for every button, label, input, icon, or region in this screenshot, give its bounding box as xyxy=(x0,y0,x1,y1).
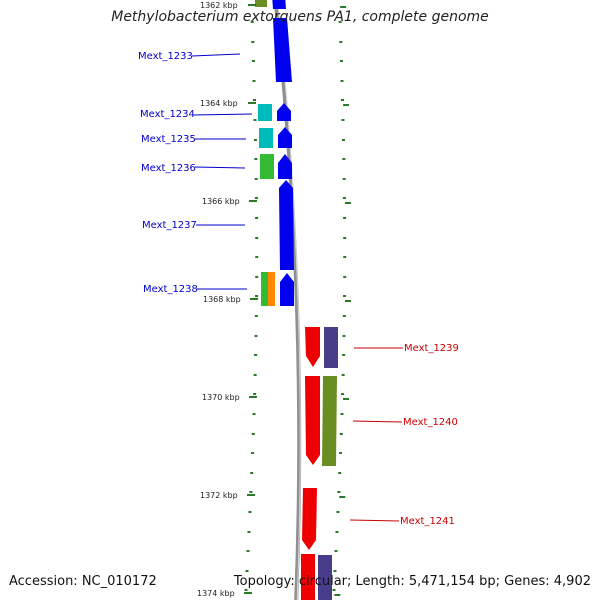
gene-label-mext-1233: Mext_1233 xyxy=(138,51,193,62)
scale-label-1374: 1374 kbp xyxy=(197,589,235,598)
scale-label-1370: 1370 kbp xyxy=(202,393,240,402)
gene-label-group-mext-1237: Mext_1237 xyxy=(142,220,245,231)
feature-partial-bottom-red xyxy=(301,554,315,600)
gene-label-mext-1237: Mext_1237 xyxy=(142,220,197,231)
gene-label-group-mext-1240: Mext_1240 xyxy=(352,417,458,428)
scale-marker-1366: 1366 kbp xyxy=(202,197,257,206)
scale-marker-1368: 1368 kbp xyxy=(203,295,258,304)
scale-label-1372: 1372 kbp xyxy=(200,491,238,500)
gene-mext-1236-feature xyxy=(260,154,274,179)
scale-marker-1362: 1362 kbp xyxy=(200,1,256,10)
gene-label-group-mext-1233: Mext_1233 xyxy=(138,51,241,62)
gene-mext-1236-arrow xyxy=(278,154,292,179)
gene-label-group-mext-1241: Mext_1241 xyxy=(349,516,455,527)
gene-label-group-mext-1234: Mext_1234 xyxy=(140,109,253,120)
gene-mext-1234-arrow xyxy=(277,103,291,121)
gene-label-mext-1241: Mext_1241 xyxy=(400,516,455,527)
tick-marks-right xyxy=(332,6,352,596)
gene-mext-1241-arrow xyxy=(302,488,317,550)
scale-marker-1364: 1364 kbp xyxy=(200,99,256,108)
gene-label-mext-1240: Mext_1240 xyxy=(403,417,458,428)
gene-mext-1235-arrow xyxy=(278,127,292,148)
scale-label-1364: 1364 kbp xyxy=(200,99,238,108)
gene-label-group-mext-1238: Mext_1238 xyxy=(143,284,247,295)
tick-marks-left xyxy=(244,21,259,591)
feature-partial-bottom-slate xyxy=(318,555,332,600)
gene-mext-1238-arrow xyxy=(280,273,294,306)
gene-mext-1238-feature-orange xyxy=(268,272,275,306)
gene-label-mext-1239: Mext_1239 xyxy=(404,343,459,354)
gene-mext-1238-feature-green xyxy=(261,272,268,306)
gene-mext-1237-arrow xyxy=(279,180,294,270)
scale-marker-1372: 1372 kbp xyxy=(200,491,255,500)
gene-mext-1240-arrow xyxy=(305,376,320,465)
scale-label-1368: 1368 kbp xyxy=(203,295,241,304)
gene-label-mext-1235: Mext_1235 xyxy=(141,134,196,145)
scale-label-1366: 1366 kbp xyxy=(202,197,240,206)
gene-mext-1239-arrow xyxy=(305,327,320,367)
genome-title: Methylobacterium extorquens PA1, complet… xyxy=(111,9,489,25)
scale-marker-1374: 1374 kbp xyxy=(197,589,252,598)
gene-mext-1234-feature xyxy=(258,104,272,121)
gene-mext-1233-arrow xyxy=(273,18,292,82)
gene-label-mext-1238: Mext_1238 xyxy=(143,284,198,295)
gene-label-mext-1236: Mext_1236 xyxy=(141,163,196,174)
gene-mext-1239-feature xyxy=(324,327,338,368)
accession-text: Accession: NC_010172 xyxy=(9,574,157,589)
gene-label-group-mext-1236: Mext_1236 xyxy=(141,163,246,174)
gene-label-mext-1234: Mext_1234 xyxy=(140,109,195,120)
feature-partial-top-left xyxy=(255,0,267,7)
scale-marker-1370: 1370 kbp xyxy=(202,393,257,402)
gene-mext-1235-feature xyxy=(259,128,273,148)
scale-label-1362: 1362 kbp xyxy=(200,1,238,10)
gene-label-group-mext-1239: Mext_1239 xyxy=(354,343,459,354)
gene-mext-1240-feature xyxy=(322,376,337,466)
topology-text: Topology: circular; Length: 5,471,154 bp… xyxy=(233,574,591,589)
gene-label-group-mext-1235: Mext_1235 xyxy=(141,134,246,145)
feature-partial-top-blue xyxy=(272,0,286,9)
